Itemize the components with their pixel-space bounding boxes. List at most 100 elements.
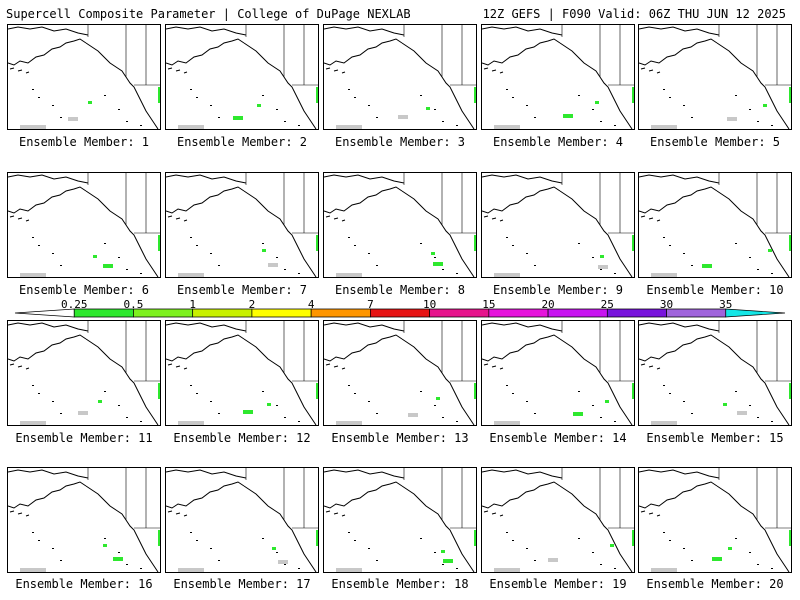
scp-shading [651,273,677,277]
coastline [483,510,504,517]
scp-shading [610,544,614,547]
political-border [283,468,305,528]
island [592,109,594,110]
basemap [324,468,476,572]
coastline [559,485,633,572]
coastline [325,215,346,222]
scp-shading [93,255,97,258]
island [196,245,198,246]
basemap [166,173,318,277]
scp-shading [634,251,635,257]
colorbar-segment [547,308,608,318]
scp-shading [632,530,634,546]
island [534,265,536,266]
political-border [599,25,621,85]
basemap [324,25,476,129]
island [210,105,212,106]
scp-shading [548,558,558,562]
island [512,393,514,394]
political-border [756,173,778,233]
coastline [243,190,317,277]
coastline [8,334,87,362]
coastline [325,510,346,517]
island [420,391,422,392]
coastline [167,510,188,517]
island [506,532,508,533]
island [118,552,120,553]
basemap [166,25,318,129]
scp-shading [178,125,204,129]
scp-shading [158,87,160,103]
coastline [482,174,563,184]
island [210,548,212,549]
island [442,564,444,565]
coastline [8,469,89,479]
political-border [125,321,147,381]
coastline [8,186,87,214]
island [38,97,40,98]
scp-shading [160,546,161,552]
ensemble-member-label: Ensemble Member: 12 [173,431,311,445]
scp-shading [408,413,418,417]
colorbar-segment [666,308,727,318]
ensemble-panel [481,24,635,130]
coastline [167,215,188,222]
political-border [441,25,463,85]
island [368,401,370,402]
island [420,538,422,539]
island [104,538,106,539]
island [771,568,773,569]
island [354,245,356,246]
run-valid-time: 12Z GEFS | F090 Valid: 06Z THU JUN 12 20… [482,7,786,21]
island [126,269,128,270]
ensemble-member-label: Ensemble Member: 14 [489,431,627,445]
island [757,564,759,565]
island [38,245,40,246]
island [104,391,106,392]
coastline [166,334,245,362]
scp-shading [702,264,712,268]
basemap [482,173,635,277]
island [126,564,128,565]
island [749,552,751,553]
scp-shading [158,235,160,251]
coastline [324,469,405,479]
colorbar-tick-label: 1 [189,298,196,311]
scp-shading [113,557,123,561]
political-border [441,321,463,381]
island [126,121,128,122]
island [512,540,514,541]
scp-shading [431,252,435,255]
coastline [482,334,561,362]
scp-shading [178,568,204,572]
island [691,560,693,561]
island [348,532,350,533]
coastline [483,363,504,370]
island [420,95,422,96]
coastline [639,334,718,362]
scp-shading [158,530,160,546]
island [456,421,458,422]
coastline [167,363,188,370]
coastline [401,338,475,425]
scp-shading [563,114,573,118]
coastline [639,186,718,214]
coastline [8,174,89,184]
ensemble-panel [638,172,792,278]
island [276,552,278,553]
coastline [401,42,475,129]
island [126,417,128,418]
ensemble-panel [165,24,319,130]
political-border [599,321,621,381]
coastline [324,322,405,332]
ensemble-panel [7,24,161,130]
coastline [639,174,720,184]
basemap [8,468,161,572]
island [614,125,616,126]
coastline [324,174,405,184]
scp-shading [336,273,362,277]
colorbar-segment [429,308,490,318]
ensemble-member-label: Ensemble Member: 11 [15,431,153,445]
island [354,393,356,394]
coastline [716,190,790,277]
